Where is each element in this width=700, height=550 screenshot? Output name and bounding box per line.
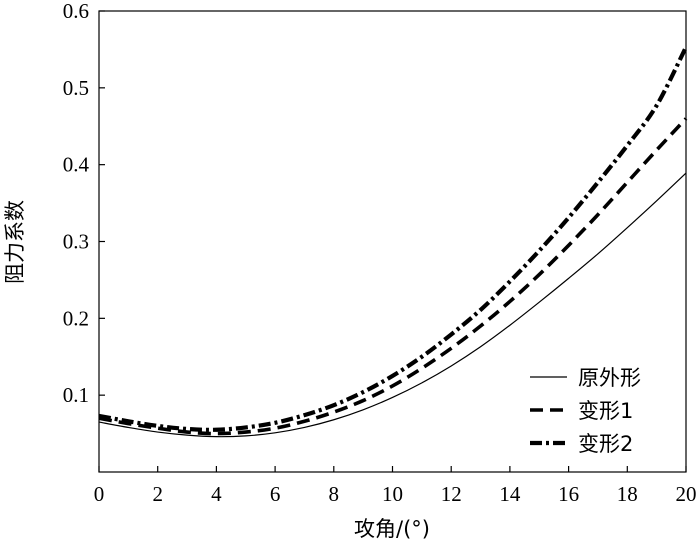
y-axis-ticks: 0.1 0.2 0.3 0.4 0.5 0.6 — [63, 0, 105, 407]
legend-label: 变形2 — [578, 432, 633, 456]
series-line-dashed — [98, 117, 688, 436]
y-tick-label: 0.1 — [63, 383, 89, 407]
legend-label: 原外形 — [578, 366, 641, 390]
x-tick-label: 12 — [441, 482, 462, 506]
y-tick-label: 0.3 — [63, 230, 89, 254]
y-tick-label: 0.6 — [63, 0, 89, 23]
legend-label: 变形1 — [578, 399, 633, 423]
x-axis-ticks: 0 2 4 6 8 10 12 14 16 18 20 — [94, 466, 697, 506]
series-lines — [98, 46, 688, 438]
x-tick-label: 16 — [558, 482, 579, 506]
x-tick-label: 0 — [94, 482, 105, 506]
series-line-solid — [98, 172, 687, 438]
x-tick-label: 4 — [211, 482, 222, 506]
y-tick-label: 0.4 — [63, 153, 90, 177]
y-tick-label: 0.5 — [63, 76, 89, 100]
x-tick-label: 8 — [329, 482, 340, 506]
x-tick-label: 2 — [152, 482, 163, 506]
x-tick-label: 20 — [676, 482, 697, 506]
y-axis-title: 阻力系数 — [3, 200, 27, 284]
x-tick-label: 18 — [617, 482, 638, 506]
x-tick-label: 10 — [382, 482, 403, 506]
x-axis-title: 攻角/(°) — [354, 517, 430, 541]
series-line-dash-dot — [98, 46, 688, 432]
x-tick-label: 6 — [270, 482, 281, 506]
y-tick-label: 0.2 — [63, 306, 89, 330]
x-tick-label: 14 — [499, 482, 521, 506]
